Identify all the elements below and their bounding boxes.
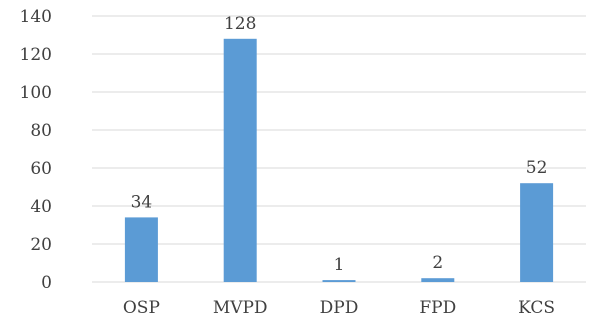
x-tick-label-mvpd: MVPD <box>213 298 268 318</box>
y-tick-label: 100 <box>20 83 52 103</box>
bar-mvpd <box>223 38 257 282</box>
x-tick-label-dpd: DPD <box>320 298 359 318</box>
bar-fpd <box>421 278 455 282</box>
gridlines <box>92 15 586 283</box>
y-tick-label: 140 <box>20 7 52 27</box>
y-axis: 0 20 40 60 80 100 120 140 <box>20 7 52 293</box>
x-axis: OSP MVPD DPD FPD KCS <box>123 298 555 318</box>
data-labels: 34 128 1 2 52 <box>131 14 548 275</box>
data-label-kcs: 52 <box>526 158 548 178</box>
data-label-fpd: 2 <box>432 253 443 273</box>
bars <box>124 38 554 282</box>
data-label-mvpd: 128 <box>224 14 256 34</box>
y-tick-label: 60 <box>30 159 52 179</box>
bar-dpd <box>322 280 356 282</box>
x-tick-label-fpd: FPD <box>419 298 456 318</box>
y-tick-label: 40 <box>30 197 52 217</box>
y-tick-label: 80 <box>30 121 52 141</box>
bar-kcs <box>520 183 554 282</box>
x-tick-label-osp: OSP <box>123 298 160 318</box>
bar-osp <box>124 217 158 282</box>
data-label-osp: 34 <box>131 192 153 212</box>
x-tick-label-kcs: KCS <box>518 298 555 318</box>
y-tick-label: 0 <box>41 273 52 293</box>
y-tick-label: 20 <box>30 235 52 255</box>
y-tick-label: 120 <box>20 45 52 65</box>
data-label-dpd: 1 <box>334 255 345 275</box>
